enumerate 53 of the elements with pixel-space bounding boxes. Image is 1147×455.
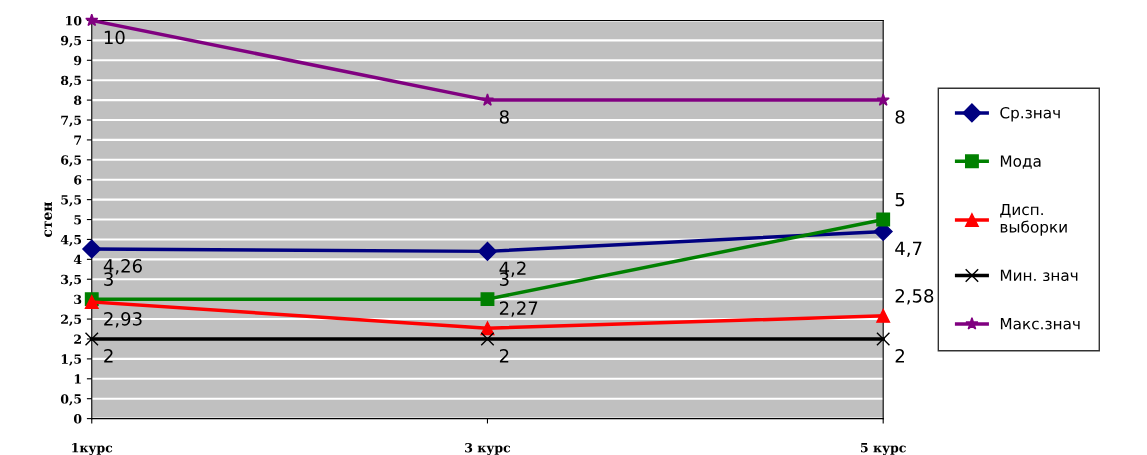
data-label: 10	[104, 30, 125, 45]
point	[477, 241, 498, 261]
point	[480, 332, 495, 346]
data-label: 8	[895, 110, 905, 124]
point	[876, 93, 890, 106]
x-tick-label: 1курс	[72, 442, 113, 455]
y-tick-label: 2	[74, 334, 81, 344]
data-label: 2	[895, 349, 904, 363]
y-tick-label: 3,5	[61, 274, 82, 287]
y-axis-title: стен	[44, 201, 53, 237]
point	[480, 292, 495, 307]
point	[876, 332, 891, 346]
y-tick-label: 7	[74, 135, 81, 145]
data-label: 8	[499, 110, 509, 124]
point	[480, 93, 495, 106]
y-tick-label: 5,5	[61, 195, 82, 207]
y-tick-label: 6	[74, 175, 82, 185]
point	[480, 321, 495, 336]
legend-label: Ср.знач	[1000, 106, 1060, 122]
y-tick-label: 5	[74, 215, 82, 225]
y-tick-label: 6,5	[61, 155, 82, 167]
y-tick-label: 1	[74, 374, 81, 384]
data-label: 2	[499, 349, 509, 363]
x-tick-label: 3 курс	[465, 442, 511, 455]
y-tick-label: 8,5	[60, 75, 82, 88]
y-tick-label: 0	[73, 414, 82, 424]
y-tick-label: 2,5	[61, 314, 82, 326]
y-tick-label: 7,5	[61, 115, 82, 127]
legend-label: Мин. знач	[1000, 269, 1078, 282]
data-label: 2	[104, 349, 113, 363]
y-tick-label: 10	[66, 15, 82, 26]
point	[82, 239, 102, 259]
point	[85, 13, 99, 27]
legend-label: Мода	[1000, 155, 1041, 169]
legend-label: Макс.знач	[1000, 318, 1080, 330]
y-tick-label: 0,5	[60, 394, 82, 406]
legend-label: Дисп. выборки	[1000, 203, 1067, 236]
point	[876, 308, 891, 323]
y-tick-label: 9	[74, 55, 82, 66]
y-tick-label: 4	[73, 254, 82, 265]
data-label: 2,58	[895, 289, 934, 305]
data-label: 2,27	[499, 301, 538, 317]
y-tick-label: 8	[73, 95, 82, 106]
data-label: 5	[895, 192, 905, 207]
data-label: 2,93	[104, 311, 142, 328]
data-label: 4,7	[895, 241, 922, 258]
y-tick-label: 1,5	[61, 354, 82, 366]
y-tick-label: 9,5	[60, 35, 82, 48]
y-tick-label: 3	[74, 294, 82, 305]
x-tick-label: 5 курс	[861, 443, 906, 455]
point	[84, 332, 99, 346]
y-tick-label: 4,5	[60, 234, 82, 247]
point	[876, 212, 891, 227]
